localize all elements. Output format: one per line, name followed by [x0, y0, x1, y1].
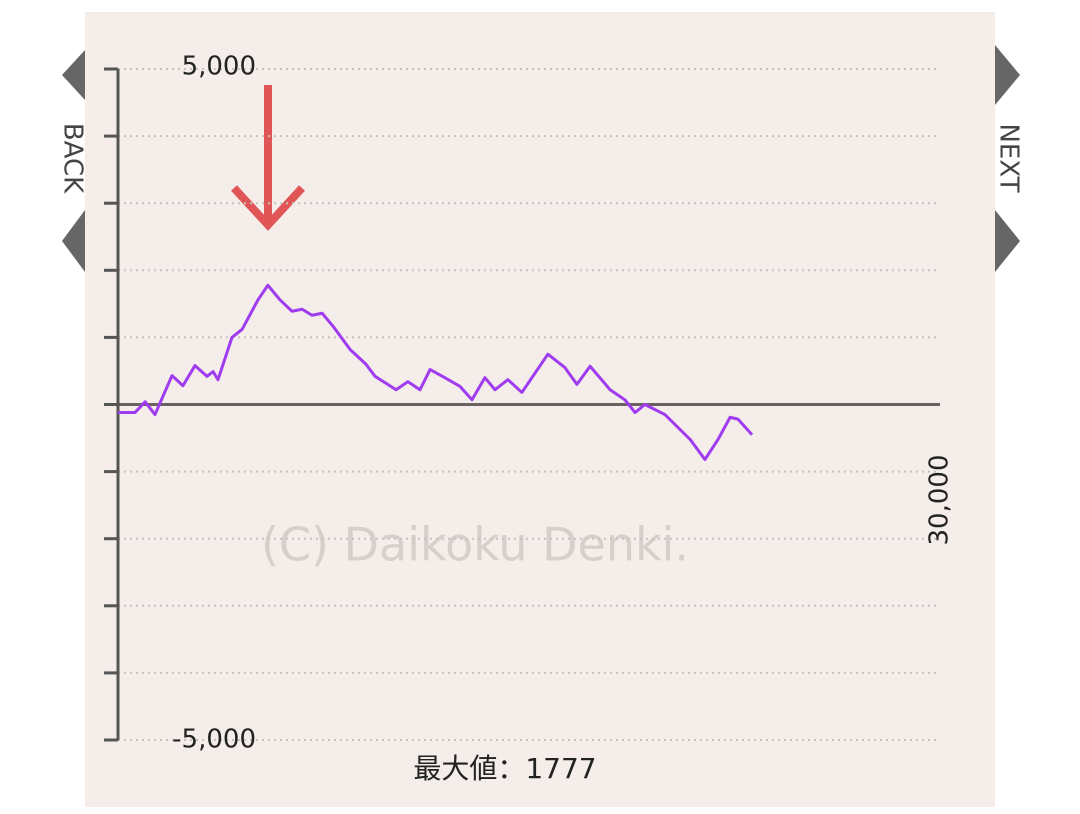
- next-button[interactable]: NEXT: [994, 45, 1024, 272]
- max-label: 最大値：1777: [413, 752, 596, 785]
- next-label[interactable]: NEXT: [994, 123, 1024, 192]
- back-label[interactable]: BACK: [58, 123, 88, 194]
- annotation-arrow: [231, 85, 305, 231]
- data-line: [118, 283, 754, 462]
- watermark: (C) Daikoku Denki.: [261, 518, 689, 572]
- y-tick-label: 5,000: [182, 52, 256, 82]
- panel: [85, 12, 995, 807]
- x-tick-label: 30,000: [925, 455, 955, 546]
- back-button[interactable]: BACK: [58, 50, 88, 272]
- y-tick-label: -5,000: [172, 725, 256, 755]
